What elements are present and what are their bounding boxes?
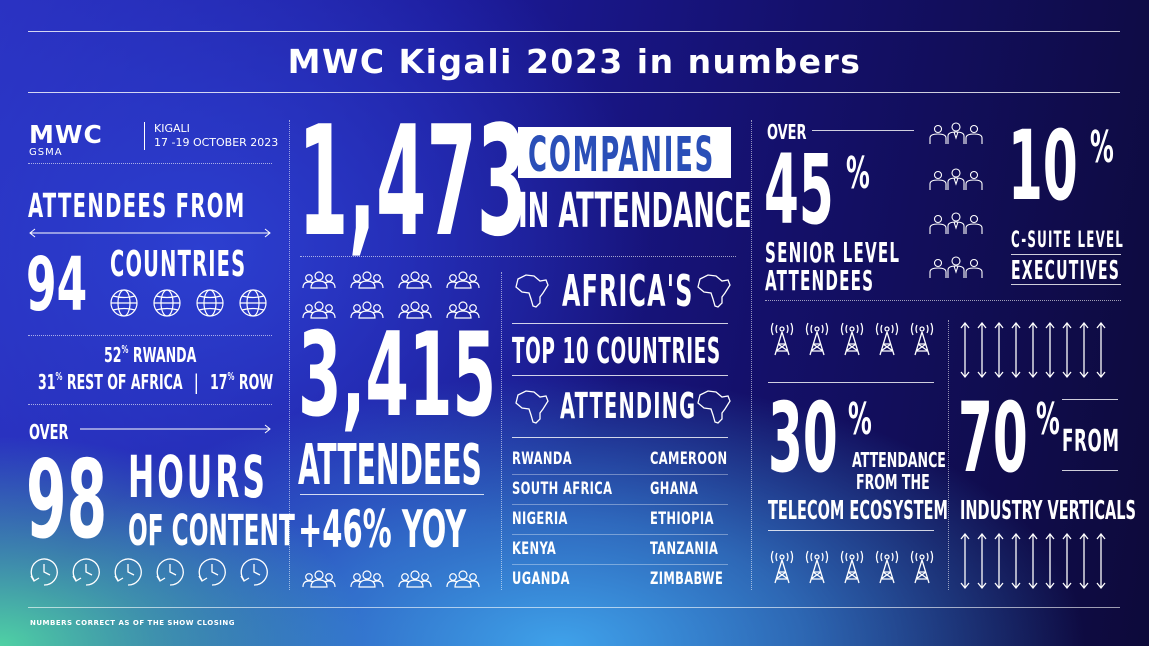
africa-row-stat: 31% REST OF AFRICA | 17% ROW [38,370,274,394]
rwanda-stat: 52% RWANDA [104,343,197,367]
list-item: ETHIOPIA [650,509,714,529]
csuite-label1: C-SUITE LEVEL [1011,228,1125,253]
clock-icons [28,555,276,591]
attendees-from-heading: ATTENDEES FROM [28,186,246,225]
africa-line1: AFRICA'S [562,266,694,317]
logo-sub: GSMA [29,147,63,158]
attendees-growth: +46% YOY [298,500,467,560]
list-item: UGANDA [512,569,570,589]
event-city: KIGALI [154,122,190,135]
csuite-pct-sign: % [1090,122,1114,173]
list-item: CAMEROON [650,449,728,469]
footnote: NUMBERS CORRECT AS OF THE SHOW CLOSING [30,619,235,627]
africa-line2: TOP 10 COUNTRIES [512,331,721,372]
hours-label: HOURS [128,443,268,511]
logo-brand: MWC [29,120,103,149]
list-item: KENYA [512,539,557,559]
africa-map-icon [515,274,549,308]
senior-label2: ATTENDEES [765,264,875,297]
africa-pct: 31 [38,370,56,394]
executive-icons [926,122,988,287]
list-item: SOUTH AFRICA [512,479,613,499]
list-item: TANZANIA [650,539,719,559]
africa-map-icon [697,274,731,308]
verticals-label: INDUSTRY VERTICALS [960,496,1136,526]
globe-icons [109,288,269,320]
mwc-logo: MWC GSMA [29,122,103,158]
row-pct: 17 [210,370,228,394]
attendees-label: ATTENDEES [298,433,482,498]
africa-line3: ATTENDING [560,386,697,427]
senior-over: OVER [767,120,807,144]
double-arrow-icon [29,228,271,238]
people-icons-bottom [302,569,492,591]
verticals-from: FROM [1062,424,1120,459]
verticals-pct: 70 [958,382,1028,494]
companies-label: COMPANIES [528,127,716,183]
list-item: GHANA [650,479,699,499]
companies-count: 1,473 [298,93,528,270]
senior-pct: 45 [764,134,834,246]
senior-label1: SENIOR LEVEL [765,236,901,269]
verticals-pct-sign: % [1036,394,1060,445]
telecom-label2: FROM THE [856,470,930,494]
hours-over: OVER [29,420,69,444]
countries-count: 94 [26,242,88,328]
list-item: RWANDA [512,449,573,469]
row-label: ROW [238,370,274,394]
event-dates: 17 -19 OCTOBER 2023 [154,136,279,149]
africa-map-icon [515,390,549,424]
arrow-icons-bottom [960,533,1120,591]
arrow-icons-top [960,322,1120,380]
telecom-label3: TELECOM ECOSYSTEM [768,496,948,526]
csuite-label2: EXECUTIVES [1011,256,1121,286]
africa-label: REST OF AFRICA [66,370,183,394]
content-label: OF CONTENT [128,506,295,556]
list-item: NIGERIA [512,509,568,529]
in-attendance-label: IN ATTENDANCE [518,183,752,239]
africa-map-icon [697,390,731,424]
tower-icons-top [766,322,941,358]
telecom-label1: ATTENDANCE [852,448,946,472]
senior-pct-sign: % [846,148,870,199]
tower-icons-bottom [766,550,941,586]
countries-label: COUNTRIES [110,244,247,285]
right-arrow-icon [80,424,271,434]
telecom-pct-sign: % [848,394,872,445]
companies-box [518,127,731,178]
rwanda-label: RWANDA [132,343,197,367]
hours-count: 98 [26,438,108,563]
attendees-count: 3,415 [298,308,497,443]
csuite-pct: 10 [1008,110,1078,222]
rwanda-pct: 52 [104,343,122,367]
telecom-pct: 30 [768,382,838,494]
list-item: ZIMBABWE [650,569,724,589]
page-title: MWC Kigali 2023 in numbers [287,42,862,81]
